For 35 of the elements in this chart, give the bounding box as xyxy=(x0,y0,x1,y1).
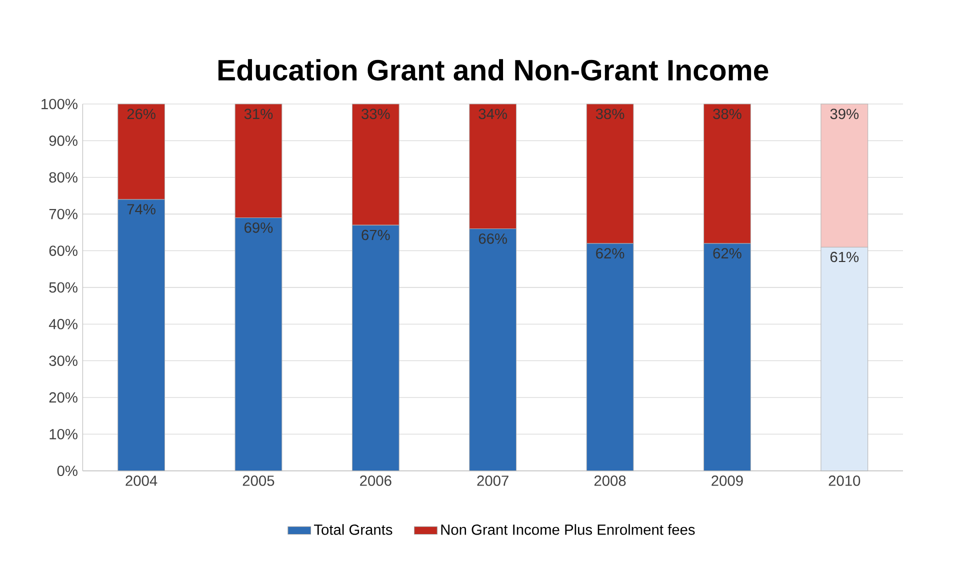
data-label: 62% xyxy=(596,248,624,259)
data-label: 62% xyxy=(713,248,742,259)
data-label: 67% xyxy=(362,230,390,240)
y-tick-label: 60% xyxy=(49,246,78,256)
x-tick-label: 2005 xyxy=(242,476,274,486)
legend-label: Total Grants xyxy=(314,524,392,536)
x-tick-label: 2006 xyxy=(360,476,392,486)
data-label: 39% xyxy=(830,108,859,120)
x-tick-label: 2004 xyxy=(126,476,158,486)
y-tick-label: 0% xyxy=(57,466,78,476)
data-label: 34% xyxy=(478,108,507,120)
data-label: 38% xyxy=(713,108,742,120)
data-label: 33% xyxy=(362,108,390,120)
legend-label: Non Grant Income Plus Enrolment fees xyxy=(441,524,695,536)
x-tick-label: 2007 xyxy=(477,476,508,486)
data-label: 61% xyxy=(830,252,859,262)
data-label: 31% xyxy=(244,108,273,120)
y-tick-label: 90% xyxy=(49,136,78,146)
y-tick-label: 70% xyxy=(49,209,78,220)
y-tick-label: 10% xyxy=(50,429,78,440)
data-label: 38% xyxy=(596,108,624,120)
data-label: 26% xyxy=(127,108,156,120)
y-tick-label: 40% xyxy=(48,319,78,330)
chart-title: Education Grant and Non-Grant Income xyxy=(218,59,768,81)
data-label: 69% xyxy=(244,222,273,234)
y-tick-label: 50% xyxy=(49,282,78,293)
y-tick-label: 30% xyxy=(49,356,78,366)
x-tick-label: 2008 xyxy=(594,476,626,486)
y-tick-label: 80% xyxy=(49,172,78,183)
y-tick-label: 100% xyxy=(42,99,78,110)
y-tick-label: 20% xyxy=(49,392,78,403)
data-label: 66% xyxy=(478,234,507,244)
data-label: 74% xyxy=(127,204,156,215)
x-tick-label: 2009 xyxy=(712,476,743,486)
x-tick-label: 2010 xyxy=(828,476,860,486)
